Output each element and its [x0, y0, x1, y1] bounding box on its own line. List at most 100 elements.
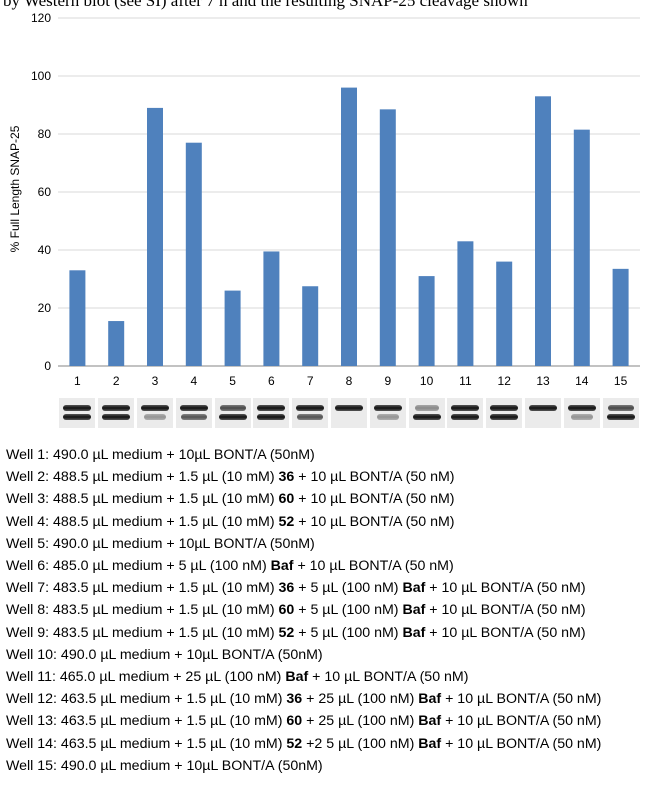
bar-well-12 — [496, 261, 513, 366]
blot-band — [179, 405, 208, 411]
bar-well-5 — [224, 290, 241, 366]
compound-label: 60 — [278, 602, 295, 619]
blot-band — [141, 405, 169, 411]
bar-well-14 — [573, 129, 590, 366]
condition-text: Well 5: 490.0 µL medium + 10µL BONT/A (5… — [6, 535, 315, 552]
condition-text: Well 11: 465.0 µL medium + 25 µL (100 nM… — [6, 669, 286, 686]
bar-well-9 — [379, 109, 396, 366]
x-tick-label: 9 — [384, 374, 391, 388]
y-tick-label: 80 — [38, 127, 52, 141]
x-tick-label: 11 — [459, 374, 472, 388]
blot-band — [606, 414, 635, 420]
condition-text: Well 4: 488.5 µL medium + 1.5 µL (10 mM) — [6, 513, 279, 530]
x-tick-label: 1 — [74, 374, 81, 388]
blot-band — [180, 414, 207, 420]
blot-band — [490, 405, 519, 411]
blot-band — [144, 414, 166, 420]
condition-text: Well 2: 488.5 µL medium + 1.5 µL (10 mM) — [6, 469, 279, 486]
x-tick-label: 2 — [113, 374, 120, 388]
well-condition-11: Well 11: 465.0 µL medium + 25 µL (100 nM… — [6, 666, 601, 688]
blot-band — [529, 405, 557, 411]
y-tick-label: 100 — [31, 69, 51, 83]
blot-lane-1 — [59, 398, 96, 428]
compound-label: 60 — [286, 713, 303, 730]
condition-text: Well 12: 463.5 µL medium + 1.5 µL (10 mM… — [6, 691, 287, 708]
y-tick-labels: 0 20 40 60 80 100 120 — [31, 11, 51, 373]
well-conditions-list: Well 1: 490.0 µL medium + 10µL BONT/A (5… — [6, 444, 601, 777]
blot-lane-2 — [98, 398, 135, 428]
condition-text: + 5 µL (100 nM) — [294, 624, 403, 641]
y-tick-label: 120 — [31, 11, 51, 25]
condition-text: + 10 µL BONT/A (50 nM) — [425, 602, 586, 619]
bar-well-15 — [612, 268, 629, 366]
blot-lane-9 — [369, 398, 406, 428]
blot-band — [257, 414, 286, 420]
blot-lane-12 — [486, 398, 523, 428]
blot-band — [451, 405, 480, 411]
blot-band — [219, 405, 246, 411]
condition-text: + 10 µL BONT/A (50 nM) — [294, 491, 455, 508]
well-condition-14: Well 14: 463.5 µL medium + 1.5 µL (10 mM… — [6, 733, 601, 755]
well-condition-4: Well 4: 488.5 µL medium + 1.5 µL (10 mM)… — [6, 511, 601, 533]
condition-text: + 10 µL BONT/A (50 nM) — [441, 713, 602, 730]
bar-well-4 — [185, 142, 202, 366]
x-tick-label: 8 — [346, 374, 353, 388]
blot-band — [376, 414, 399, 420]
blot-band — [373, 405, 402, 411]
well-condition-9: Well 9: 483.5 µL medium + 1.5 µL (10 mM)… — [6, 622, 601, 644]
blot-lane-10 — [408, 398, 445, 428]
y-axis-label: % Full Length SNAP-25 — [8, 125, 22, 252]
bar-series — [69, 87, 629, 367]
blot-lane-5 — [214, 398, 251, 428]
bar-well-6 — [263, 251, 280, 366]
blot-band — [414, 405, 439, 411]
condition-text: + 10 µL BONT/A (50 nM) — [425, 624, 586, 641]
condition-text: Well 7: 483.5 µL medium + 1.5 µL (10 mM) — [6, 580, 279, 597]
condition-text: + 10 µL BONT/A (50 nM) — [441, 691, 602, 708]
blot-band — [567, 405, 596, 411]
y-tick-label: 0 — [44, 359, 51, 373]
compound-label: 60 — [278, 491, 295, 508]
blot-lane-8 — [331, 398, 367, 428]
well-condition-10: Well 10: 490.0 µL medium + 10µL BONT/A (… — [6, 644, 601, 666]
compound-label: Baf — [418, 713, 442, 730]
blot-lane-7 — [292, 398, 329, 428]
bar-well-3 — [147, 107, 163, 367]
compound-label: Baf — [402, 580, 426, 597]
condition-text: Well 10: 490.0 µL medium + 10µL BONT/A (… — [6, 646, 323, 663]
well-condition-3: Well 3: 488.5 µL medium + 1.5 µL (10 mM)… — [6, 488, 601, 510]
condition-text: Well 6: 485.0 µL medium + 5 µL (100 nM) — [6, 558, 271, 575]
blot-band — [257, 405, 286, 411]
x-tick-labels: 1 2 3 4 5 6 7 8 9 10 11 12 13 14 15 — [74, 374, 628, 388]
blot-lane-3 — [137, 398, 173, 428]
well-condition-13: Well 13: 463.5 µL medium + 1.5 µL (10 mM… — [6, 710, 601, 732]
well-condition-2: Well 2: 488.5 µL medium + 1.5 µL (10 mM)… — [6, 466, 601, 488]
condition-text: + 5 µL (100 nM) — [294, 602, 403, 619]
blot-lane-11 — [447, 398, 484, 428]
header-text: by Western blot (see SI) after 7 h and t… — [3, 0, 528, 10]
condition-text: + 10 µL BONT/A (50 nM) — [308, 669, 469, 686]
bar-well-7 — [302, 286, 319, 366]
well-condition-5: Well 5: 490.0 µL medium + 10µL BONT/A (5… — [6, 533, 601, 555]
x-tick-label: 4 — [190, 374, 197, 388]
bar-well-10 — [418, 276, 435, 366]
x-tick-label: 14 — [575, 374, 589, 388]
well-condition-7: Well 7: 483.5 µL medium + 1.5 µL (10 mM)… — [6, 577, 601, 599]
compound-label: 52 — [278, 513, 295, 530]
blot-band — [297, 414, 324, 420]
x-tick-label: 6 — [268, 374, 275, 388]
compound-label: Baf — [285, 669, 309, 686]
blot-band — [451, 414, 480, 420]
x-tick-label: 10 — [420, 374, 434, 388]
blot-lane-15 — [602, 398, 639, 428]
bar-well-2 — [108, 321, 125, 366]
y-tick-label: 20 — [38, 301, 52, 315]
condition-text: Well 14: 463.5 µL medium + 1.5 µL (10 mM… — [6, 735, 287, 752]
bar-well-11 — [457, 241, 474, 366]
blot-band — [102, 405, 131, 411]
compound-label: Baf — [270, 558, 294, 575]
bar-well-13 — [535, 96, 551, 367]
compound-label: 52 — [286, 735, 303, 752]
condition-text: Well 1: 490.0 µL medium + 10µL BONT/A (5… — [6, 447, 315, 463]
condition-text: +2 5 µL (100 nM) — [302, 735, 419, 752]
